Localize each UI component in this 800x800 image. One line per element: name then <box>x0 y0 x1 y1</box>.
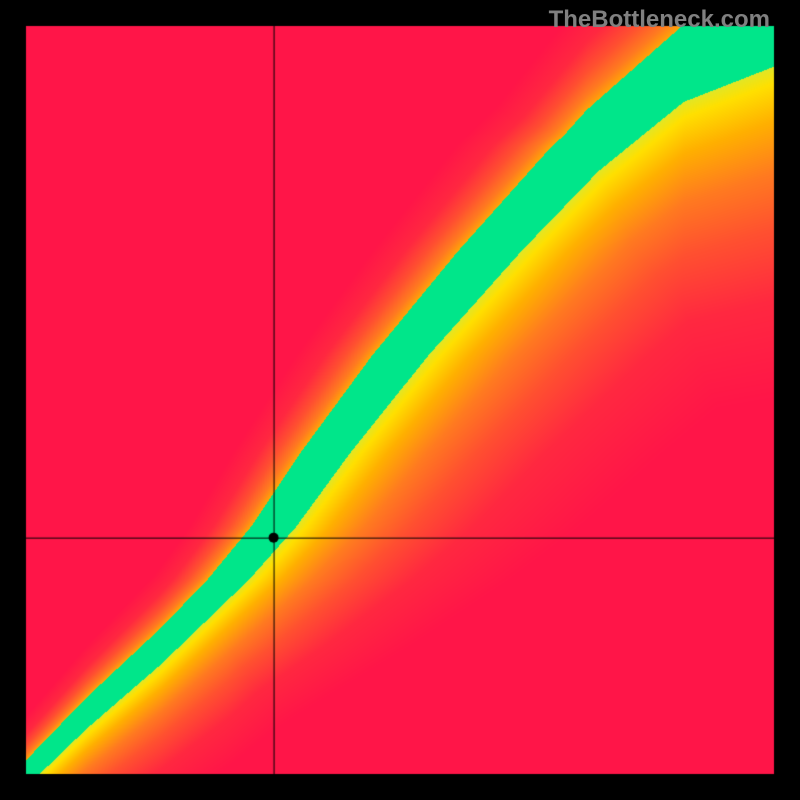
heatmap-canvas <box>0 0 800 800</box>
chart-container: TheBottleneck.com <box>0 0 800 800</box>
watermark-text: TheBottleneck.com <box>549 6 770 34</box>
